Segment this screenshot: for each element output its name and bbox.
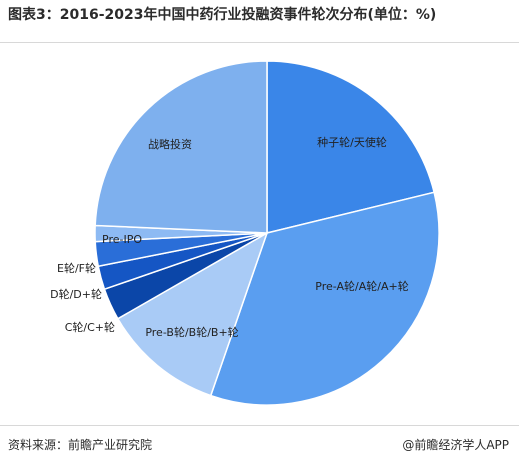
slice-label: Pre-A轮/A轮/A+轮 xyxy=(315,279,408,293)
footer-divider xyxy=(0,425,519,426)
pie-slice xyxy=(266,60,436,234)
slice-label: C轮/C+轮 xyxy=(65,320,115,334)
pie-slice xyxy=(116,231,269,397)
title-divider xyxy=(0,42,519,43)
slice-label: 种子轮/天使轮 xyxy=(317,135,387,149)
pie-slice xyxy=(94,60,268,234)
slice-label: E轮/F轮 xyxy=(57,261,96,275)
source-note: 资料来源：前瞻产业研究院 xyxy=(8,438,153,452)
slice-label: 战略投资 xyxy=(148,137,192,151)
chart-title: 图表3：2016-2023年中国中药行业投融资事件轮次分布(单位：%) xyxy=(8,7,437,23)
slice-label: Pre-B轮/B轮/B+轮 xyxy=(145,325,238,339)
brand-note: @前瞻经济学人APP xyxy=(402,438,509,452)
pie-slice xyxy=(209,191,440,406)
slice-label: D轮/D+轮 xyxy=(50,287,102,301)
slice-label: Pre-IPO xyxy=(102,233,142,246)
